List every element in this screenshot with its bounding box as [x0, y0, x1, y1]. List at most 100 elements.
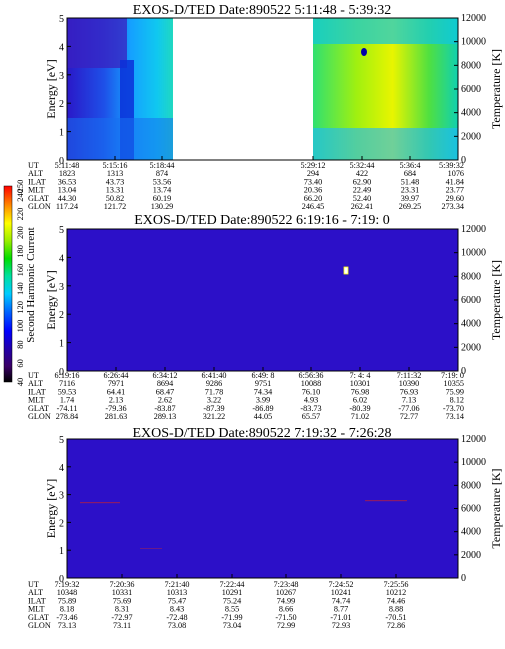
energy-tick-label: 2 [59, 518, 64, 529]
ephemeris-value: -72.48 [166, 613, 187, 622]
ephemeris-value: 269.25 [399, 202, 422, 211]
ephemeris-value: 7116 [59, 379, 75, 388]
ephemeris-value: -73.46 [56, 613, 77, 622]
temperature-tick-label: 0 [461, 155, 466, 166]
panel-2-spectrogram [67, 229, 458, 371]
ephemeris-row-label: GLON [28, 202, 51, 211]
ephemeris-value: 73.14 [446, 412, 464, 421]
ephemeris-value: 1.74 [60, 396, 74, 405]
temperature-axis-label: Temperature [K] [489, 468, 503, 548]
ephemeris-value: 8694 [157, 379, 173, 388]
colorbar-tick-label: 60 [15, 359, 25, 368]
ephemeris-value: 23.77 [446, 186, 464, 195]
ephemeris-value: 10241 [331, 588, 351, 597]
ephemeris-value: 73.11 [113, 621, 131, 630]
temperature-tick-label: 2000 [461, 550, 481, 561]
ephemeris-value: 1313 [107, 169, 123, 178]
ephemeris-row-label: ILAT [28, 596, 46, 605]
ephemeris-value: 13.04 [58, 186, 76, 195]
ephemeris-value: 7:25:56 [383, 580, 408, 589]
temperature-tick-label: 10000 [461, 248, 486, 259]
ephemeris-value: 75.89 [58, 596, 76, 605]
colorbar-tick-label: 80 [15, 340, 25, 349]
panel-3-streak-1 [80, 502, 120, 504]
ephemeris-value: 71.02 [351, 412, 369, 421]
ephemeris-value: 73.04 [223, 621, 241, 630]
ephemeris-value: 10301 [350, 379, 370, 388]
colorbar-tick-label: 250 [15, 180, 25, 193]
ephemeris-value: 4.93 [304, 396, 318, 405]
energy-axis-label: Energy [eV] [44, 270, 58, 329]
ephemeris-value: 62.90 [353, 177, 371, 186]
ephemeris-value: 44.30 [58, 194, 76, 203]
temperature-tick-label: 12000 [461, 224, 486, 235]
colorbar-tick-label: 200 [15, 226, 25, 239]
ephemeris-row-label: GLAT [28, 404, 49, 413]
temperature-tick-label: 4000 [461, 108, 481, 119]
ephemeris-value: 6:56:36 [298, 371, 323, 380]
ephemeris-value: -71.50 [275, 613, 296, 622]
energy-axis-label: Energy [eV] [44, 479, 58, 538]
ephemeris-value: 10267 [276, 588, 296, 597]
colorbar-tick-label: 160 [15, 264, 25, 277]
energy-tick-label: 3 [59, 282, 64, 293]
ephemeris-value: 8.12 [450, 396, 464, 405]
ephemeris-value: 10331 [112, 588, 132, 597]
ephemeris-value: 1823 [59, 169, 75, 178]
ephemeris-value: 7.13 [402, 396, 416, 405]
ephemeris-value: 2.13 [109, 396, 123, 405]
ephemeris-value: 75.47 [168, 596, 186, 605]
temperature-tick-label: 4000 [461, 319, 481, 330]
energy-tick-label: 5 [59, 14, 64, 25]
ephemeris-value: 130.29 [151, 202, 174, 211]
ephemeris-row-label: ALT [28, 379, 43, 388]
temperature-tick-label: 10000 [461, 37, 486, 48]
ephemeris-value: 273.34 [441, 202, 464, 211]
panel-1-segment-a-upper [67, 18, 127, 68]
ephemeris-value: 6.02 [353, 396, 367, 405]
ephemeris-value: 246.45 [302, 202, 325, 211]
ephemeris-value: 8.88 [389, 605, 403, 614]
ephemeris-value: 294 [307, 169, 319, 178]
temperature-tick-label: 12000 [461, 13, 486, 24]
colorbar-label: Second Harmonic Current [25, 227, 37, 342]
ephemeris-value: 7:19: 0 [441, 371, 464, 380]
ephemeris-value: 7971 [108, 379, 124, 388]
panel-1-spectrogram [67, 18, 458, 160]
ephemeris-value: 6:26:44 [103, 371, 128, 380]
energy-tick-label: 1 [59, 339, 64, 350]
ephemeris-value: 23.31 [401, 186, 419, 195]
ephemeris-value: 74.34 [254, 387, 272, 396]
temperature-axis-label: Temperature [K] [489, 49, 503, 129]
ephemeris-row-label: UT [28, 580, 39, 589]
energy-tick-label: 2 [59, 310, 64, 321]
ephemeris-row-label: GLAT [28, 613, 49, 622]
ephemeris-value: 422 [356, 169, 368, 178]
ephemeris-value: -70.51 [385, 613, 406, 622]
colorbar-tick-label: 180 [15, 245, 25, 258]
temperature-axis-label: Temperature [K] [489, 260, 503, 340]
ephemeris-value: 2.62 [158, 396, 172, 405]
temperature-tick-label: 6000 [461, 295, 481, 306]
temperature-tick-label: 6000 [461, 504, 481, 515]
ephemeris-value: 5:36:4 [400, 161, 421, 170]
ephemeris-value: 874 [156, 169, 168, 178]
ephemeris-value: 8.66 [279, 605, 293, 614]
ephemeris-value: 72.99 [277, 621, 295, 630]
ephemeris-value: 10348 [57, 588, 77, 597]
ephemeris-value: -86.89 [252, 404, 273, 413]
panel-1-segment-b-top [313, 18, 458, 44]
ephemeris-value: 5:11:48 [55, 161, 80, 170]
ephemeris-value: 76.93 [400, 387, 418, 396]
panel-3-spectrogram [67, 439, 458, 578]
temperature-tick-label: 6000 [461, 84, 481, 95]
colorbar-tick-label: 220 [15, 208, 25, 221]
ephemeris-value: 22.49 [353, 186, 371, 195]
ephemeris-value: -71.01 [330, 613, 351, 622]
ephemeris-value: -83.87 [154, 404, 175, 413]
ephemeris-value: 74.46 [387, 596, 405, 605]
ephemeris-value: 74.74 [332, 596, 350, 605]
